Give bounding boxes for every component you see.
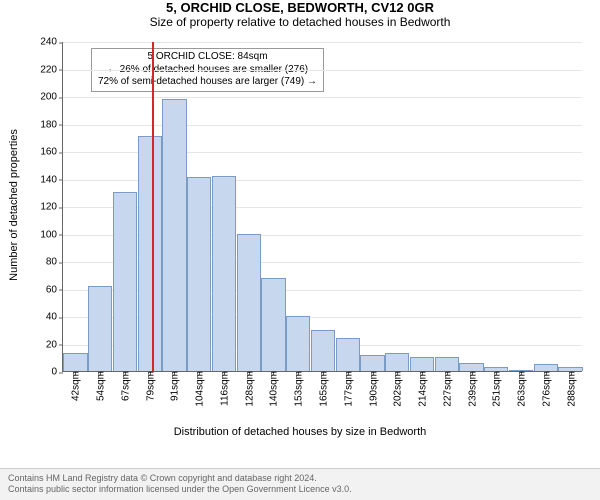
- x-tick-label: 239sqm: [465, 371, 478, 407]
- histogram-bar: [63, 353, 87, 371]
- y-tick-label: 100: [40, 229, 63, 240]
- y-tick-label: 240: [40, 37, 63, 48]
- x-tick-label: 67sqm: [118, 371, 131, 401]
- x-tick-label: 128sqm: [242, 371, 255, 407]
- histogram-bar: [162, 99, 186, 371]
- histogram-chart: 5 ORCHID CLOSE: 84sqm ← 26% of detached …: [62, 42, 582, 372]
- y-tick-label: 0: [51, 367, 63, 378]
- histogram-bar: [88, 286, 112, 371]
- x-tick-label: 153sqm: [292, 371, 305, 407]
- x-tick-label: 227sqm: [440, 371, 453, 407]
- histogram-bar: [410, 357, 434, 371]
- x-tick-label: 214sqm: [416, 371, 429, 407]
- x-tick-label: 276sqm: [539, 371, 552, 407]
- x-tick-label: 104sqm: [193, 371, 206, 407]
- annotation-line: 72% of semi-detached houses are larger (…: [98, 76, 317, 89]
- histogram-bar: [435, 357, 459, 371]
- y-tick-label: 200: [40, 92, 63, 103]
- page-title: 5, ORCHID CLOSE, BEDWORTH, CV12 0GR: [0, 0, 600, 15]
- x-tick-label: 54sqm: [94, 371, 107, 401]
- histogram-bar: [187, 177, 211, 371]
- y-axis-label: Number of detached properties: [8, 115, 20, 295]
- y-tick-label: 40: [46, 312, 63, 323]
- y-tick-label: 80: [46, 257, 63, 268]
- histogram-bar: [336, 338, 360, 371]
- y-tick-label: 160: [40, 147, 63, 158]
- footer-line: Contains public sector information licen…: [8, 484, 592, 496]
- x-tick-label: 251sqm: [490, 371, 503, 407]
- y-tick-label: 220: [40, 64, 63, 75]
- x-tick-label: 177sqm: [341, 371, 354, 407]
- attribution-footer: Contains HM Land Registry data © Crown c…: [0, 468, 600, 500]
- histogram-bar: [212, 176, 236, 371]
- x-tick-label: 79sqm: [143, 371, 156, 401]
- property-marker-line: [152, 42, 154, 371]
- y-tick-label: 120: [40, 202, 63, 213]
- histogram-bar: [311, 330, 335, 371]
- x-tick-label: 42sqm: [69, 371, 82, 401]
- histogram-bar: [237, 234, 261, 372]
- y-tick-label: 20: [46, 339, 63, 350]
- histogram-bar: [360, 355, 384, 372]
- y-tick-label: 60: [46, 284, 63, 295]
- histogram-bar: [261, 278, 285, 372]
- gridline: [63, 42, 582, 43]
- x-tick-label: 202sqm: [391, 371, 404, 407]
- histogram-bar: [138, 136, 162, 371]
- x-tick-label: 263sqm: [515, 371, 528, 407]
- histogram-bar: [534, 364, 558, 371]
- gridline: [63, 97, 582, 98]
- page-subtitle: Size of property relative to detached ho…: [0, 15, 600, 29]
- x-tick-label: 140sqm: [267, 371, 280, 407]
- gridline: [63, 70, 582, 71]
- x-tick-label: 165sqm: [317, 371, 330, 407]
- x-tick-label: 116sqm: [217, 371, 230, 406]
- histogram-bar: [113, 192, 137, 371]
- histogram-bar: [385, 353, 409, 371]
- histogram-bar: [459, 363, 483, 371]
- footer-line: Contains HM Land Registry data © Crown c…: [8, 473, 592, 485]
- x-axis-label: Distribution of detached houses by size …: [0, 426, 600, 438]
- x-tick-label: 288sqm: [564, 371, 577, 407]
- annotation-line: 5 ORCHID CLOSE: 84sqm: [98, 51, 317, 64]
- x-tick-label: 190sqm: [366, 371, 379, 407]
- y-tick-label: 140: [40, 174, 63, 185]
- histogram-bar: [286, 316, 310, 371]
- x-tick-label: 91sqm: [168, 371, 181, 401]
- y-tick-label: 180: [40, 119, 63, 130]
- gridline: [63, 125, 582, 126]
